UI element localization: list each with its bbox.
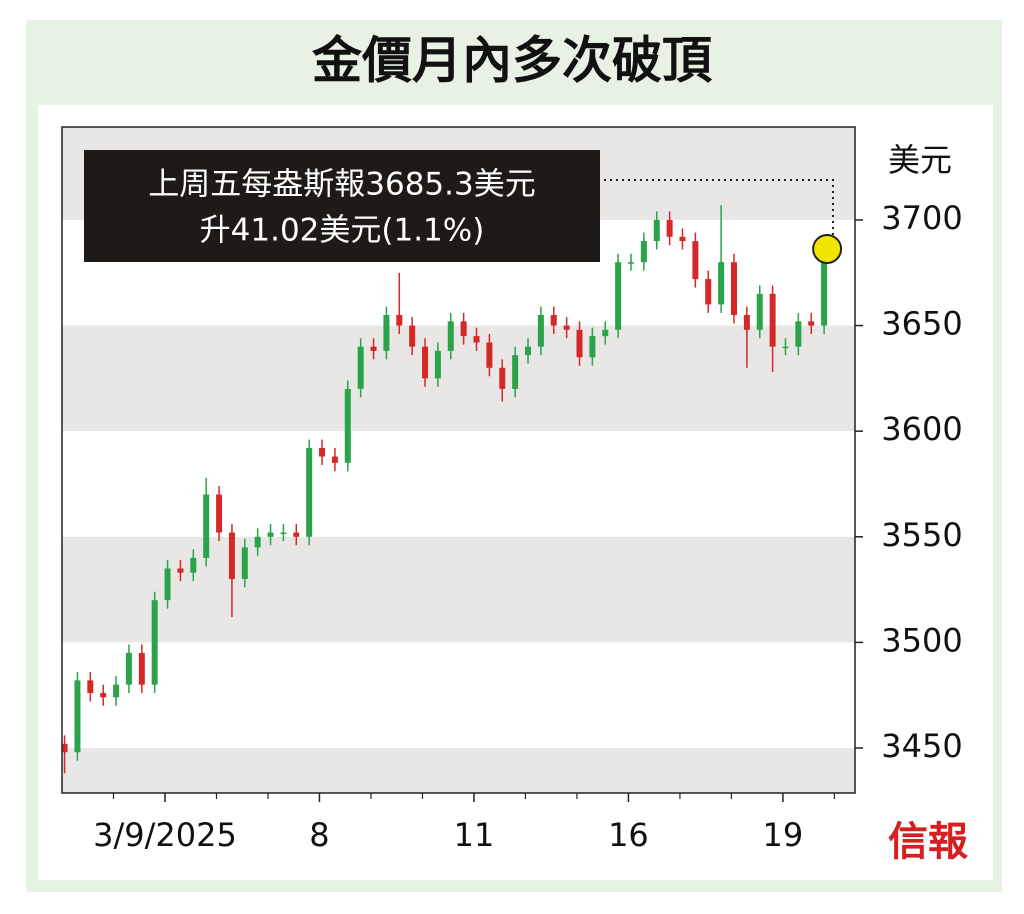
candle-body <box>190 557 197 573</box>
candle-body <box>422 346 429 379</box>
plot-frame <box>61 126 856 794</box>
x-tick-label: 8 <box>309 816 329 854</box>
candle-body <box>602 329 609 337</box>
candle-body <box>808 321 815 326</box>
candle-body <box>679 236 686 242</box>
candle-body <box>228 532 235 580</box>
candle-body <box>512 355 519 389</box>
candle-body <box>537 314 544 347</box>
highlight-marker <box>812 233 843 264</box>
y-tick-label: 3500 <box>881 621 962 659</box>
candle-body <box>821 251 828 326</box>
candle-body <box>769 293 776 347</box>
x-tick-label: 3/9/2025 <box>93 816 237 854</box>
candle-body <box>743 314 750 330</box>
candle-body <box>756 293 763 330</box>
annotation-box <box>84 150 600 262</box>
y-tick-label: 3700 <box>881 199 962 237</box>
candle-body <box>409 325 416 347</box>
candle-body <box>164 568 171 601</box>
candle-body <box>653 219 660 242</box>
candle-body <box>100 693 107 698</box>
candle-body <box>550 314 557 326</box>
candle-body <box>782 346 789 349</box>
candle-body <box>628 262 635 264</box>
band <box>62 536 855 643</box>
candle-body <box>293 532 300 537</box>
candle-body <box>74 680 81 753</box>
candle-body <box>87 680 94 694</box>
candle-body <box>589 336 596 358</box>
candle-body <box>241 547 248 580</box>
candle-body <box>795 321 802 347</box>
candle-body <box>216 494 223 533</box>
y-tick-label: 3550 <box>881 516 962 554</box>
source: 信報 <box>888 818 968 865</box>
candle-body <box>718 262 725 305</box>
candle-body <box>267 532 274 537</box>
candle-body <box>383 314 390 351</box>
y-axis-label: 美元 <box>888 141 952 179</box>
candle-body <box>640 241 647 263</box>
y-tick-label: 3650 <box>881 305 962 343</box>
y-tick-label: 3450 <box>881 727 962 765</box>
candle-body <box>730 262 737 315</box>
band <box>62 325 855 432</box>
candle-body <box>151 600 158 685</box>
candle-body <box>357 346 364 389</box>
candle-body <box>280 532 287 535</box>
leader-line <box>604 179 834 238</box>
candle-body <box>705 279 712 305</box>
candle-body <box>331 456 338 463</box>
candle-body <box>344 388 351 463</box>
x-tick-label: 19 <box>763 816 804 854</box>
candle-body <box>692 241 699 280</box>
candle-body <box>563 325 570 330</box>
candle-body <box>254 536 261 548</box>
annotation-line: 升41.02美元(1.1%) <box>200 213 485 249</box>
candle-body <box>396 314 403 326</box>
x-tick-label: 16 <box>608 816 649 854</box>
x-tick-label: 11 <box>454 816 495 854</box>
candle-body <box>61 743 68 753</box>
candle-body <box>486 342 493 368</box>
candle-body <box>615 262 622 330</box>
candle-body <box>306 448 313 537</box>
candle-body <box>370 346 377 351</box>
y-tick-label: 3600 <box>881 410 962 448</box>
candle-body <box>576 329 583 358</box>
plot <box>61 205 828 774</box>
candle-body <box>113 684 120 698</box>
candle-body <box>473 336 480 343</box>
candle-body <box>460 321 467 337</box>
band <box>62 748 855 793</box>
candle-body <box>319 448 326 457</box>
candle-body <box>447 321 454 351</box>
candle-body <box>203 494 210 558</box>
chart-title: 金價月內多次破頂 <box>312 32 713 90</box>
candle-body <box>666 219 673 237</box>
candle-body <box>434 350 441 379</box>
candle-body <box>499 367 506 389</box>
candle-body <box>525 346 532 356</box>
annotation-line: 上周五每盎斯報3685.3美元 <box>148 167 535 203</box>
candle-body <box>138 652 145 685</box>
candle-body <box>125 652 132 685</box>
candle-body <box>177 568 184 573</box>
